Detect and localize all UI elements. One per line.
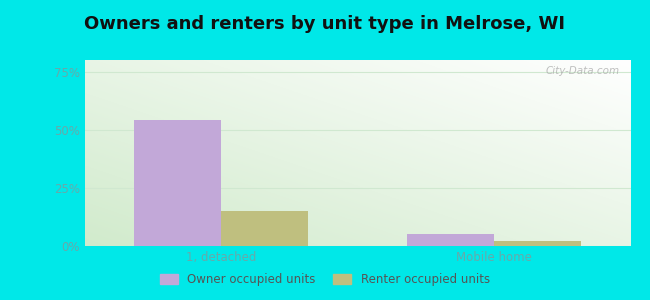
Text: Owners and renters by unit type in Melrose, WI: Owners and renters by unit type in Melro… [84, 15, 566, 33]
Text: City-Data.com: City-Data.com [545, 66, 619, 76]
Bar [494, 241, 581, 246]
Legend: Owner occupied units, Renter occupied units: Owner occupied units, Renter occupied un… [155, 269, 495, 291]
Bar [134, 120, 221, 246]
Bar [407, 234, 494, 246]
Bar [221, 211, 308, 246]
